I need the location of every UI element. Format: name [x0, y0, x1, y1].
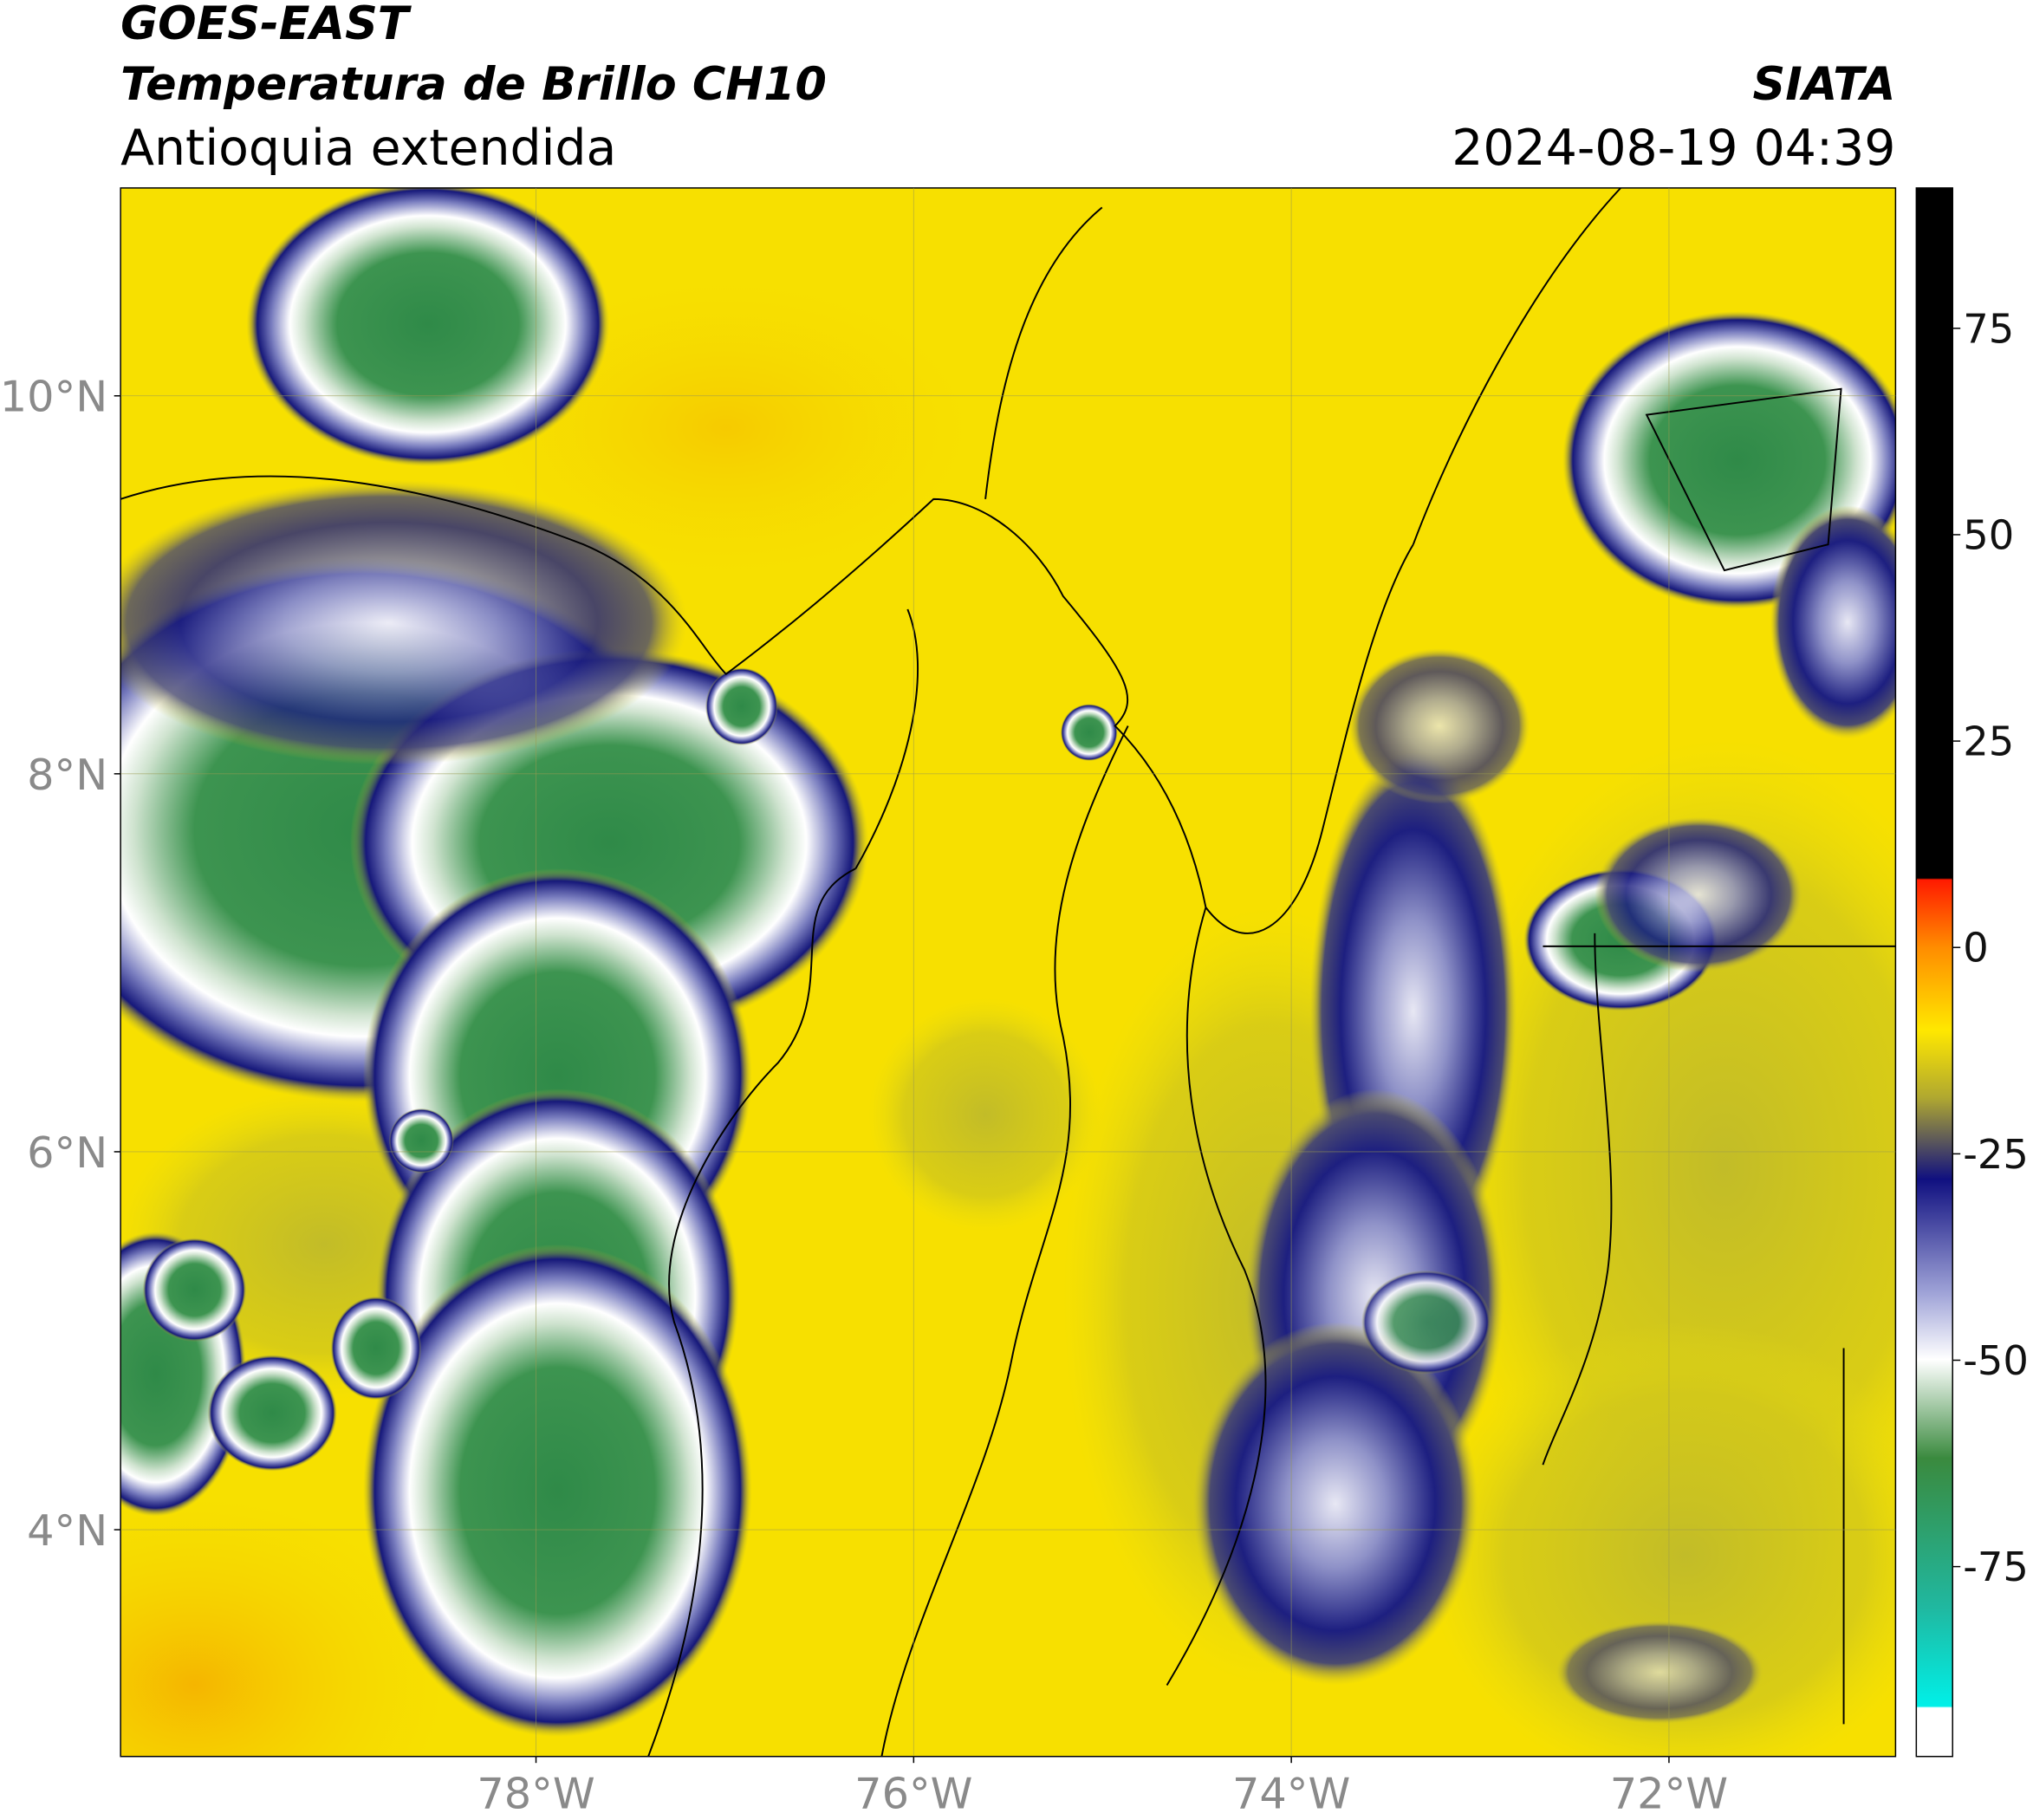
axes: 78°W 76°W 74°W 72°W 4°N 6°N 8°N 10°N 75 50 25 0 -25 -…	[0, 187, 2029, 1819]
colorbar-tick-label: -50	[1963, 1337, 2029, 1384]
x-tick-label: 74°W	[1232, 1769, 1350, 1819]
colorbar-tick-label: -25	[1963, 1131, 2029, 1178]
colorbar-tick-label: -75	[1963, 1544, 2029, 1590]
y-tick-label: 10°N	[0, 372, 107, 422]
datetime: 2024-08-19 04:39	[1452, 120, 1895, 177]
colorbar-tick-label: 25	[1963, 718, 2014, 765]
y-tick-label: 4°N	[27, 1505, 107, 1556]
x-tick-label: 72°W	[1610, 1769, 1728, 1819]
y-tick-label: 6°N	[27, 1128, 107, 1178]
colorbar-tick-label: 75	[1963, 305, 2014, 352]
colorbar	[1915, 187, 1953, 1758]
map-image	[120, 187, 1896, 1757]
subtitle: Temperatura de Brillo CH10	[120, 58, 827, 111]
x-tick-label: 76°W	[854, 1769, 972, 1819]
x-tick-label: 78°W	[477, 1769, 594, 1819]
colorbar-tick-label: 0	[1963, 925, 1989, 972]
title: GOES-EAST	[120, 0, 412, 50]
source: SIATA	[1753, 58, 1896, 111]
colorbar-tick-label: 50	[1963, 511, 2014, 558]
map-frame	[120, 187, 1897, 1758]
y-tick-label: 8°N	[27, 750, 107, 800]
region: Antioquia extendida	[120, 120, 616, 177]
